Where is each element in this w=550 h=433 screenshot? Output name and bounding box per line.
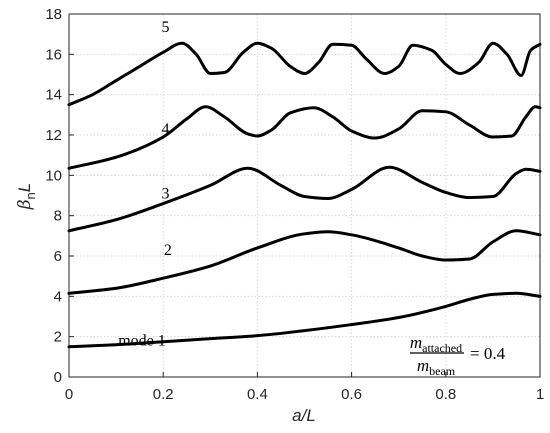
- x-axis-label: a/L: [292, 406, 316, 425]
- y-tick-label: 8: [54, 208, 62, 225]
- mode-5-curve: [67, 41, 542, 107]
- y-tick-label: 2: [54, 329, 62, 346]
- mode-3-label: 3: [162, 186, 170, 203]
- y-tick-label: 16: [45, 46, 62, 63]
- y-tick-label: 0: [54, 369, 62, 386]
- denominator: m: [417, 356, 429, 375]
- svg-text:mattached: mattached: [410, 333, 462, 355]
- x-tick-label: 0.8: [435, 386, 456, 403]
- y-tick-label: 18: [45, 6, 62, 23]
- mode-4-label: 4: [162, 121, 170, 138]
- y-tick-label: 14: [45, 87, 62, 104]
- mode-1-label: mode 1: [118, 333, 166, 350]
- y-axis-label-sub: n: [23, 192, 38, 199]
- x-axis-ticks: 0 0.2 0.4 0.6 0.8 1: [65, 372, 544, 403]
- x-tick-label: 0.4: [247, 386, 268, 403]
- y-tick-label: 10: [45, 167, 62, 184]
- mode-5-label: 5: [162, 19, 170, 36]
- y-axis-label-tail: L: [15, 183, 34, 192]
- y-tick-label: 4: [54, 288, 62, 305]
- mass-ratio-annotation: mattached mbeam = 0.4: [410, 333, 506, 378]
- x-tick-label: 1: [536, 386, 544, 403]
- numerator-sub: attached: [422, 341, 462, 355]
- mode-2-label: 2: [164, 242, 172, 259]
- ratio-value: = 0.4: [470, 344, 506, 363]
- y-tick-label: 12: [45, 127, 62, 144]
- mode-4-curve: [67, 105, 542, 170]
- curves: [67, 41, 542, 349]
- mode-2-curve: [67, 229, 542, 295]
- mode-1-curve: [67, 291, 542, 349]
- numerator: m: [410, 333, 422, 352]
- mode-labels: mode 1 2 3 4 5: [118, 19, 172, 350]
- y-tick-label: 6: [54, 248, 62, 265]
- y-axis-label-base: β: [15, 199, 35, 210]
- y-axis-ticks: 0 2 4 6 8 10 12 14 16 18: [45, 6, 74, 386]
- x-tick-label: 0.2: [153, 386, 174, 403]
- mode-3-curve: [67, 165, 542, 233]
- x-tick-label: 0: [65, 386, 73, 403]
- plot-frame: [68, 13, 541, 378]
- grid: [69, 14, 540, 377]
- denominator-sub: beam: [429, 364, 456, 378]
- x-tick-label: 0.6: [341, 386, 362, 403]
- svg-text:βnL: βnL: [15, 183, 38, 211]
- y-axis-label: βnL: [15, 183, 38, 211]
- svg-text:mbeam: mbeam: [417, 356, 456, 378]
